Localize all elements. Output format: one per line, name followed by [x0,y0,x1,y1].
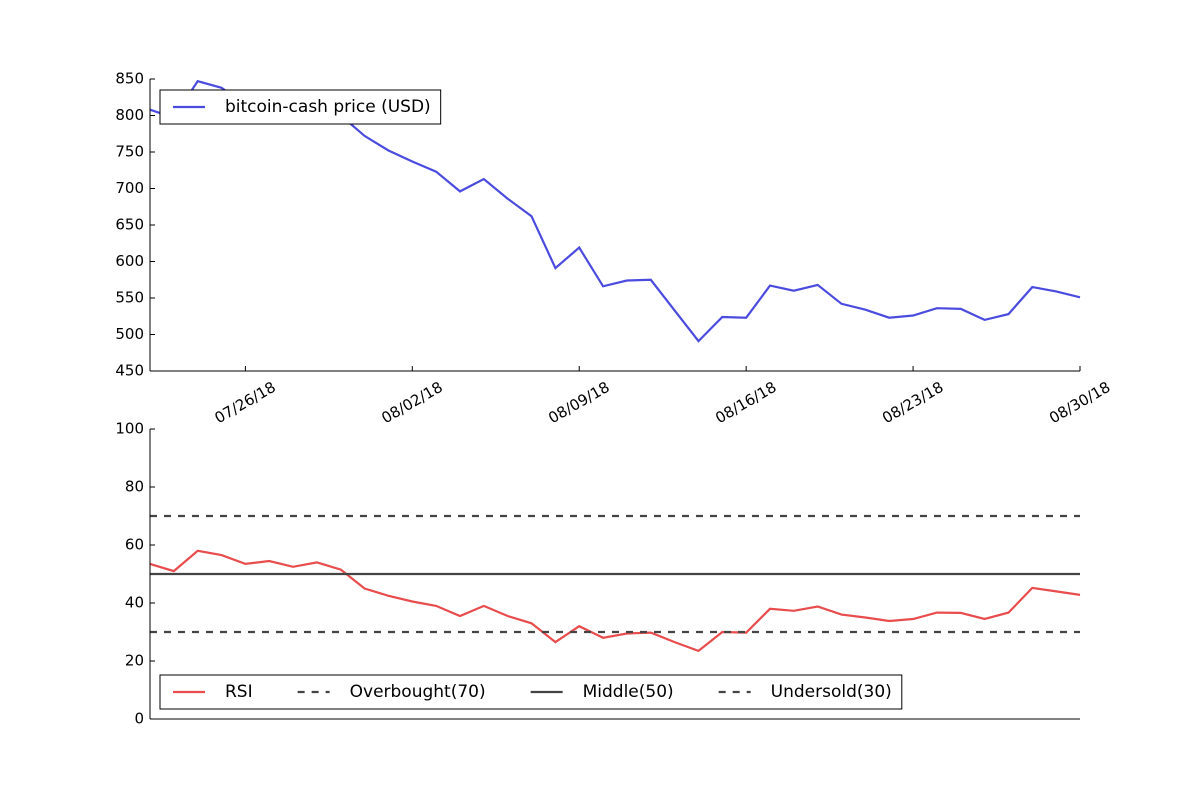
y-tick-label: 450 [115,362,144,380]
y-tick-label: 500 [115,325,144,343]
data-line [149,549,1081,653]
y-tick-label: 20 [125,652,144,670]
x-tick-label: 08/23/18 [879,378,946,427]
legend-box [159,89,442,125]
y-tick-label: 800 [115,106,144,124]
y-tick-label: 550 [115,289,144,307]
legend-label: Overbought(70) [350,682,486,702]
y-tick-label: 700 [115,179,144,197]
y-tick-label: 650 [115,216,144,234]
y-tick-label: 100 [115,420,144,438]
x-tick-label: 08/30/18 [1046,378,1113,427]
legend-label: Middle(50) [583,682,674,702]
y-tick-label: 80 [125,478,144,496]
y-tick-label: 750 [115,143,144,161]
legend-label: bitcoin-cash price (USD) [225,97,431,117]
legend-label: Undersold(30) [771,682,892,702]
x-tick-label: 08/16/18 [712,378,779,427]
x-tick-label: 08/09/18 [545,378,612,427]
y-tick-label: 60 [125,536,144,554]
y-tick-label: 600 [115,252,144,270]
legend-label: RSI [225,682,253,702]
y-tick-label: 40 [125,594,144,612]
x-tick-label: 07/26/18 [211,378,278,427]
legend: bitcoin-cash price (USD) [159,89,442,125]
y-tick-label: 850 [115,70,144,88]
legend: RSI Overbought(70) Middle(50) Undersold(30) [159,674,903,710]
x-tick-label: 08/02/18 [378,378,445,427]
y-tick-label: 0 [134,710,144,728]
